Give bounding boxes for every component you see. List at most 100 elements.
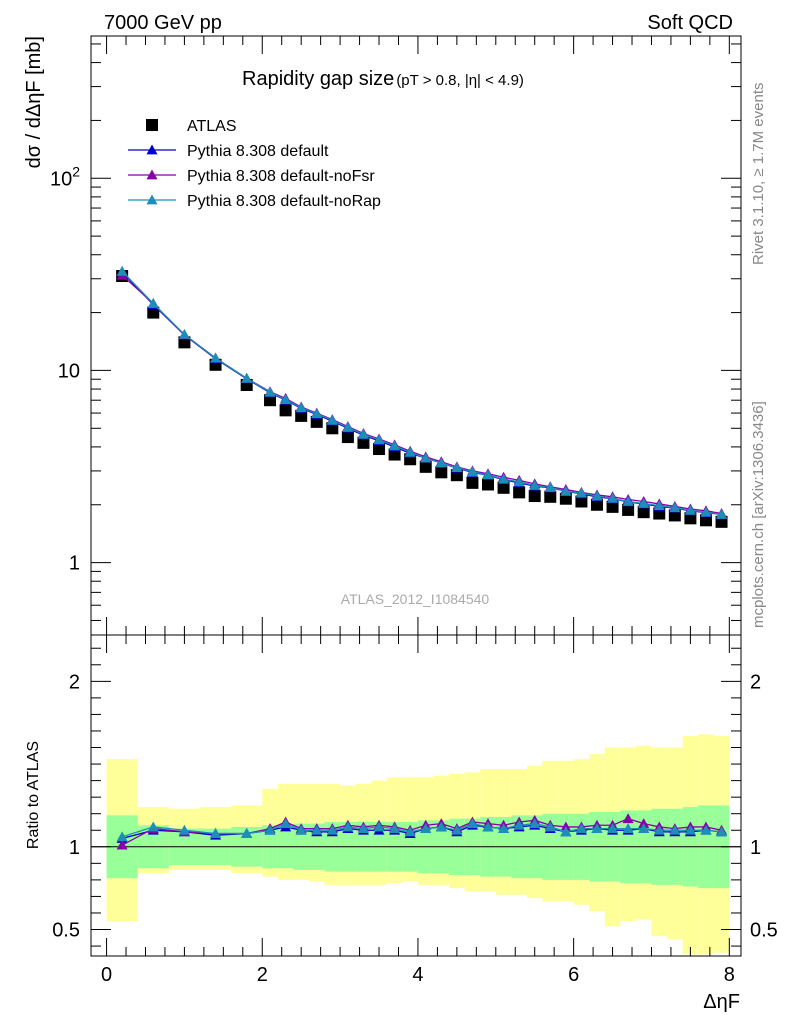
series-3-point <box>420 452 432 463</box>
series-3-point <box>451 462 463 473</box>
series-3-point <box>575 487 587 498</box>
ratio-series-2-point <box>357 823 369 833</box>
ratio-series-2-point <box>116 831 128 842</box>
ratio-series-2-point <box>622 823 634 833</box>
ratio-series-2-point <box>451 824 463 835</box>
ratio-y-tick-label-left: 1 <box>69 837 80 859</box>
series-3-point <box>607 492 619 503</box>
series-line-3 <box>121 270 722 516</box>
main-y-tick-label: 10 <box>58 360 80 382</box>
ratio-series-2-point <box>653 824 665 835</box>
atlas-data-point <box>559 492 572 505</box>
ratio-y-tick-label-right: 2 <box>750 671 761 693</box>
main-plot-marks <box>116 265 728 528</box>
series-line-1 <box>121 271 722 516</box>
series-3-point <box>404 446 416 457</box>
ratio-series-2-point <box>264 824 276 835</box>
ratio-y-tick-label-right: 1 <box>750 837 761 859</box>
legend-entry: Pythia 8.308 default-noFsr <box>187 168 375 185</box>
atlas-data-point <box>279 404 292 417</box>
atlas-data-point <box>357 436 370 449</box>
legend-marker-atlas <box>146 119 158 131</box>
main-title: Rapidity gap size (pT > 0.8, |η| < 4.9) <box>242 68 524 90</box>
series-3-point <box>326 414 338 425</box>
series-3-point <box>560 485 572 496</box>
ratio-y-axis-label: Ratio to ATLAS <box>25 741 42 849</box>
ratio-series-2-point <box>700 824 712 835</box>
main-title-cut: (pT > 0.8, |η| < 4.9) <box>396 72 524 89</box>
atlas-data-point <box>684 512 697 525</box>
series-3-point <box>373 434 385 445</box>
atlas-data-point <box>295 409 308 422</box>
ratio-series-2-point <box>389 823 401 833</box>
ratio-uncertainty-bands <box>106 734 730 955</box>
atlas-data-point <box>528 490 541 503</box>
series-3-point <box>241 372 253 383</box>
ratio-plot-marks <box>116 813 728 850</box>
rivet-version-label: Rivet 3.1.10, ≥ 1.7M events <box>750 83 767 266</box>
main-axis-ticks <box>91 36 741 635</box>
atlas-data-point <box>341 431 354 444</box>
ratio-series-1-point <box>116 839 128 850</box>
ratio-series-2-point <box>575 823 587 833</box>
series-3-point <box>280 394 292 405</box>
atlas-data-point <box>622 503 635 516</box>
x-tick-label: 4 <box>412 964 423 986</box>
ratio-series-2-point <box>147 821 159 832</box>
series-3-point <box>482 469 494 480</box>
atlas-data-point <box>466 476 479 489</box>
series-3-point <box>116 265 128 276</box>
ratio-series-2-point <box>280 818 292 829</box>
series-3-point <box>716 508 728 519</box>
main-title-text: Rapidity gap size <box>242 68 394 90</box>
ratio-series-2-point <box>241 828 253 838</box>
ratio-panel: 0.5 0.5 1 1 2 2 0 2 4 6 8 Ratio to ATLAS <box>25 634 778 986</box>
atlas-data-point <box>373 443 386 456</box>
ratio-series-2-point <box>178 824 190 835</box>
ratio-series-2-point <box>529 818 541 829</box>
series-3-point <box>295 402 307 413</box>
ratio-y-tick-label-right: 0.5 <box>750 920 778 942</box>
analysis-watermark: ATLAS_2012_I1084540 <box>341 591 490 607</box>
series-3-point <box>147 298 159 308</box>
legend-marker <box>146 144 158 155</box>
ratio-series-1-point <box>560 821 572 832</box>
series-3-point <box>638 498 650 508</box>
series-3-point <box>389 440 401 451</box>
legend-entry: Pythia 8.308 default <box>187 143 329 160</box>
series-3-point <box>264 386 276 397</box>
ratio-series-2-point <box>607 823 619 833</box>
ratio-series-2-point <box>638 823 650 833</box>
atlas-data-point <box>435 466 448 479</box>
series-3-point <box>178 328 190 339</box>
atlas-data-point <box>497 481 510 494</box>
x-tick-label: 0 <box>101 964 112 986</box>
ratio-series-2-point <box>684 824 696 835</box>
series-3-point <box>653 500 665 510</box>
ratio-series-2-point <box>591 823 603 833</box>
header-left: 7000 GeV pp <box>104 12 222 34</box>
ratio-series-1-point <box>638 818 650 829</box>
ratio-axis-ticks <box>91 635 741 956</box>
atlas-data-point <box>178 336 191 349</box>
legend-entry: ATLAS <box>187 118 237 135</box>
atlas-data-point <box>264 394 277 407</box>
tick-exponent: 2 <box>72 163 80 179</box>
series-3-point <box>544 481 556 492</box>
ratio-series-2-point <box>404 826 416 837</box>
atlas-data-point <box>419 460 432 473</box>
series-3-point <box>591 490 603 501</box>
series-3-point <box>529 479 541 490</box>
atlas-data-point <box>482 478 495 491</box>
ratio-series-2-point <box>435 821 447 832</box>
ratio-series-2-point <box>513 819 525 830</box>
atlas-data-point <box>544 490 557 503</box>
atlas-data-point <box>388 448 401 461</box>
ratio-series-2-point <box>311 824 323 835</box>
series-3-point <box>684 504 696 515</box>
x-tick-label: 6 <box>568 964 579 986</box>
ratio-y-tick-label-left: 0.5 <box>52 920 80 942</box>
